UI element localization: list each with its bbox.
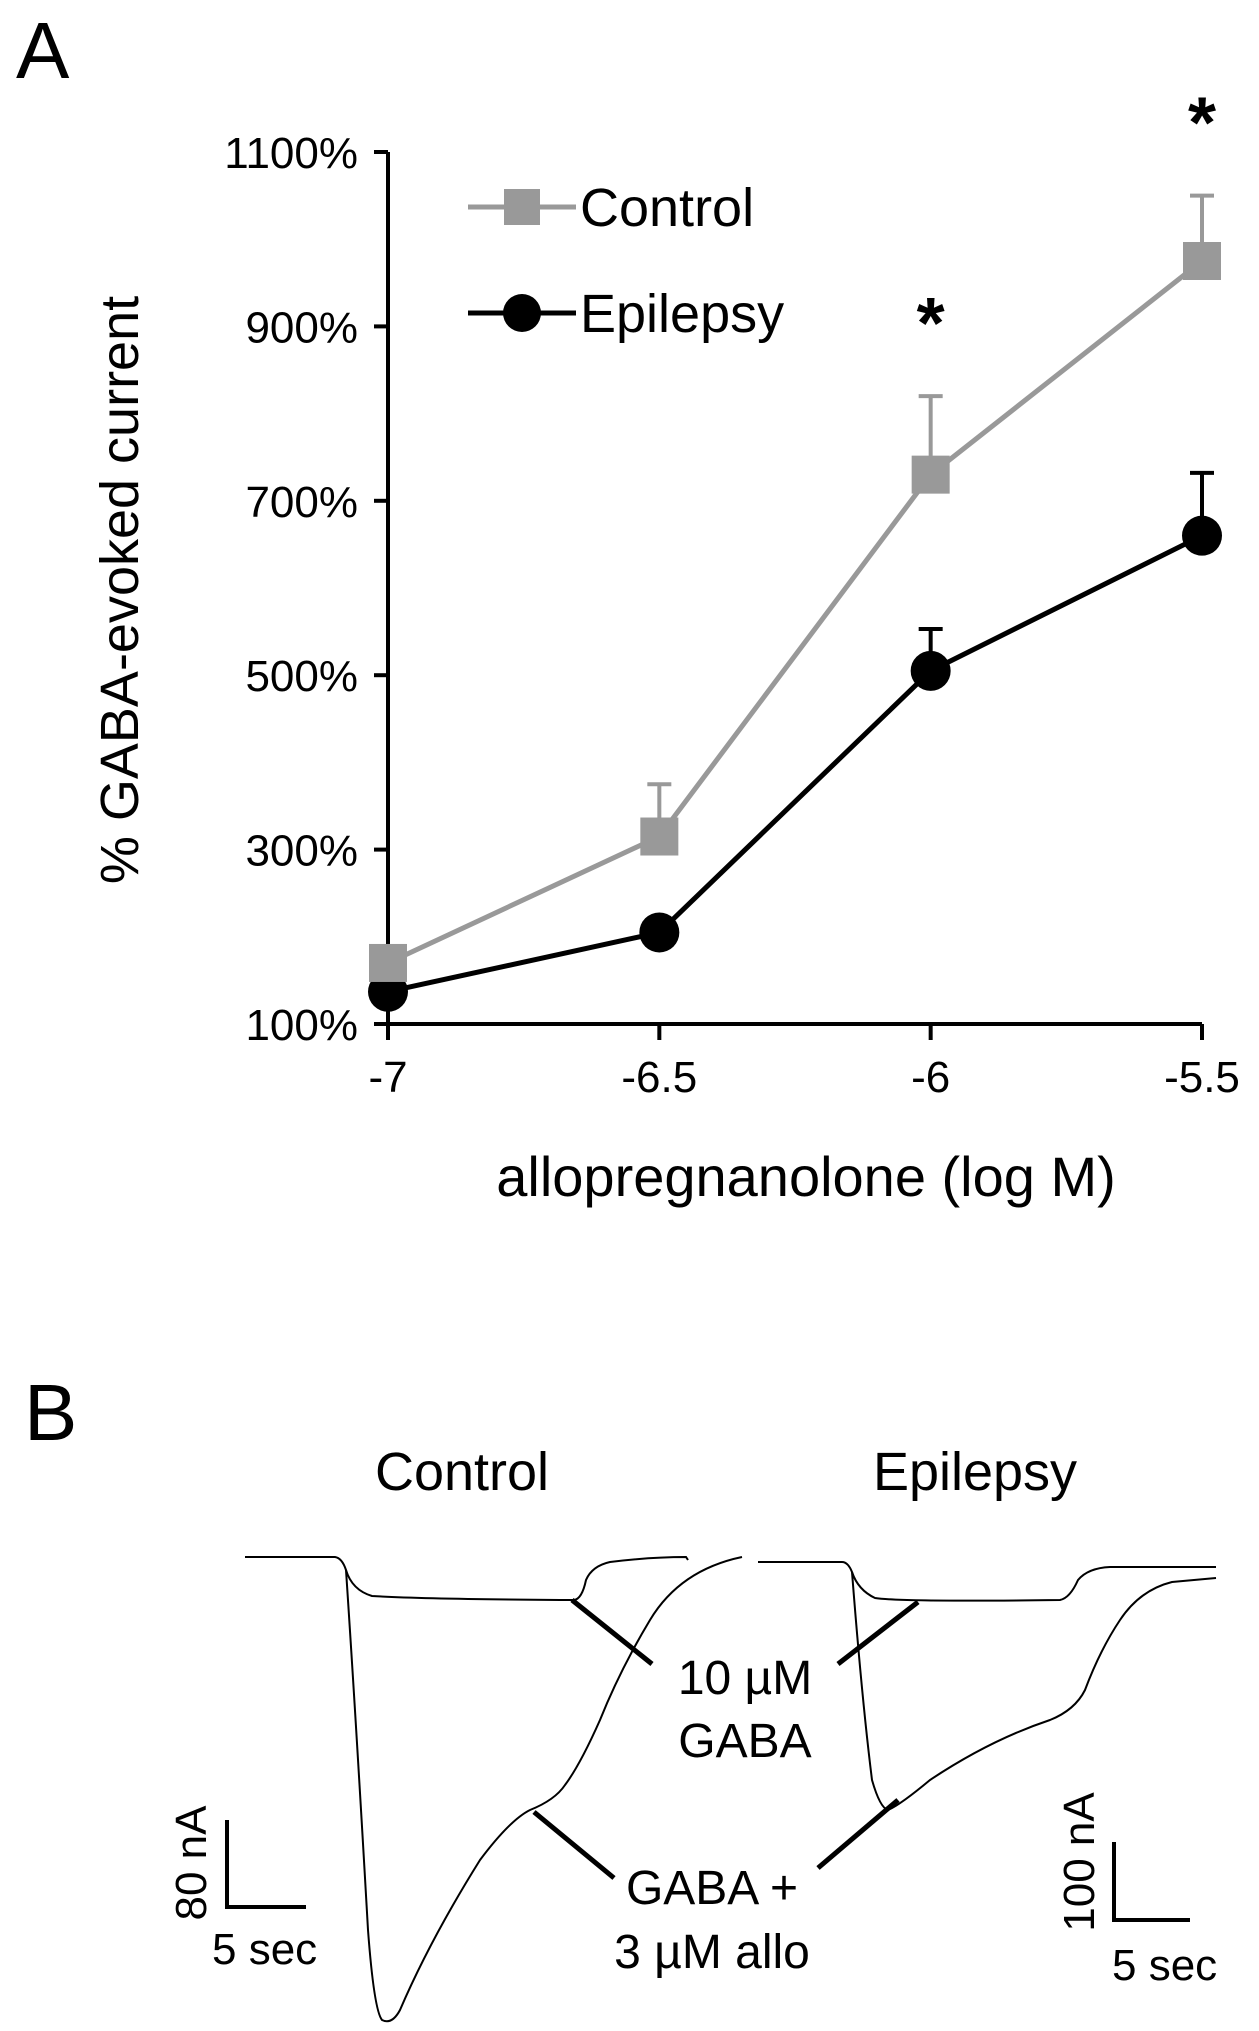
scale-epilepsy-x-label: 5 sec [1112,1941,1217,1990]
y-tick-label: 300% [245,827,358,876]
legend-control-marker [504,189,540,225]
control-line [386,259,1204,966]
x-tick-label: -6.5 [621,1053,697,1102]
x-tick-label: -5.5 [1164,1053,1240,1102]
annotation-line-epilepsy-allo [816,1798,900,1870]
legend-control-label: Control [580,178,754,238]
annotation-allo-line2: 3 µM allo [614,1926,810,1979]
y-axis-label: % GABA-evoked current [90,296,150,884]
scale-epilepsy-y-label: 100 nA [1055,1792,1104,1932]
epilepsy-point [910,650,951,691]
y-tick-label: 700% [245,478,358,527]
annotation-line-control-allo [532,1810,616,1880]
annotation-line-epilepsy-gaba [836,1600,920,1666]
y-tick-label: 1100% [224,129,358,178]
panel-a-label: A [16,6,70,95]
scale-control-y-label: 80 nA [167,1805,216,1921]
significance-star: * [917,284,945,364]
scale-bar-control [225,1820,306,1909]
significance-star: * [1188,84,1216,164]
control-traces [245,1555,743,2023]
scale-bar-epilepsy [1112,1842,1190,1922]
panel-b-label: B [24,1368,77,1457]
y-tick-label: 900% [245,303,358,352]
x-tick-label: -6 [911,1053,950,1102]
x-axis-label: allopregnanolone (log M) [496,1145,1116,1208]
control-trace-title: Control [375,1442,549,1502]
epilepsy-series [368,470,1222,1012]
epilepsy-point [1182,515,1222,556]
legend-epilepsy-label: Epilepsy [580,284,784,344]
epilepsy-gaba-trace [758,1561,1216,1602]
control-gaba-trace [245,1555,689,1601]
epilepsy-traces [758,1561,1217,1812]
y-tick-label: 500% [245,652,358,701]
control-allo-trace [345,1556,743,2023]
control-series [369,193,1221,982]
epilepsy-point [639,912,680,953]
annotation-line-control-gaba [570,1598,654,1666]
control-point [640,817,679,856]
control-point [1183,242,1221,280]
legend-epilepsy-marker [503,294,541,332]
annotation-gaba-line2: GABA [678,1715,811,1768]
annotation-allo-line1: GABA + [626,1862,798,1915]
epilepsy-allo-trace [851,1571,1217,1812]
scale-control-x-label: 5 sec [212,1925,317,1974]
annotation-gaba-line1: 10 µM [678,1652,812,1705]
y-tick-label: 100% [245,1001,358,1050]
epilepsy-line [387,533,1204,995]
chart-a: 100% 300% 500% 700% 900% 1100% -7 -6.5 -6 -5.5 *… [90,84,1240,1208]
control-point [369,943,407,982]
control-point [911,455,950,494]
legend: Control Epilepsy [468,178,784,344]
x-tick-label: -7 [368,1053,407,1102]
epilepsy-trace-title: Epilepsy [873,1442,1077,1502]
